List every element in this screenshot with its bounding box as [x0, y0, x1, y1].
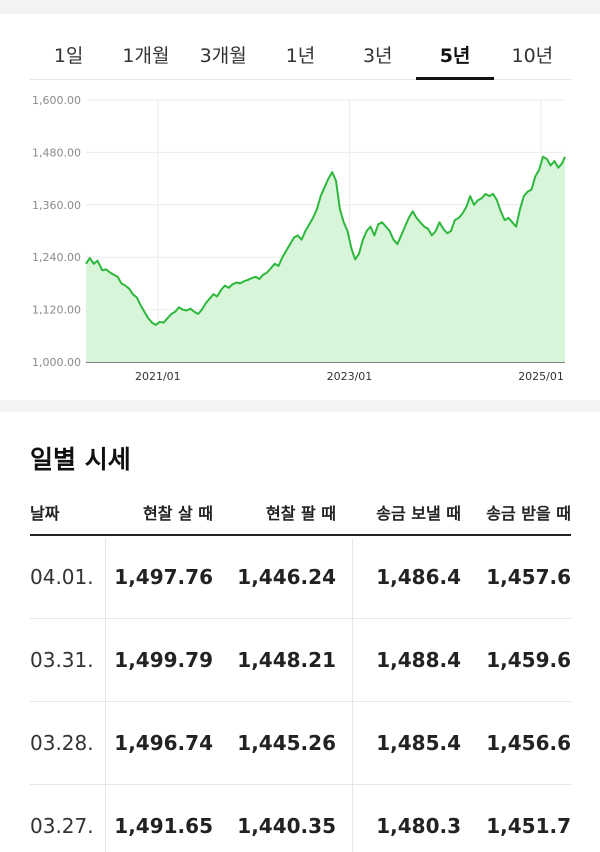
- tab-1m[interactable]: 1개월: [122, 45, 170, 67]
- x-tick-label: 2025/01: [518, 370, 564, 383]
- period-tabs: 1일 1개월 3개월 1년 3년 5년 10년: [30, 36, 571, 80]
- y-tick-label: 1,120.00: [32, 304, 81, 317]
- top-divider: [0, 0, 600, 14]
- cell-send: 1,488.4: [376, 648, 461, 672]
- chart-x-ticks: 2021/01 2023/01 2025/01: [135, 370, 564, 383]
- y-tick-label: 1,000.00: [32, 356, 81, 369]
- cell-receive: 1,457.6: [486, 565, 571, 589]
- y-tick-label: 1,240.00: [32, 251, 81, 264]
- header-cash-sell: 현찰 팔 때: [265, 504, 336, 523]
- cell-date: 03.27.: [30, 814, 94, 838]
- cell-date: 03.31.: [30, 648, 94, 672]
- chart-area-fill: [86, 156, 565, 362]
- tab-1y[interactable]: 1년: [285, 45, 316, 67]
- header-send: 송금 보낼 때: [376, 504, 461, 523]
- tab-3y[interactable]: 3년: [362, 45, 393, 67]
- cell-cash-sell: 1,446.24: [237, 565, 336, 589]
- x-tick-label: 2023/01: [327, 370, 373, 383]
- cell-cash-sell: 1,440.35: [237, 814, 336, 838]
- cell-cash-buy: 1,491.65: [114, 814, 213, 838]
- table-row: 04.01. 1,497.76 1,446.24 1,486.4 1,457.6: [30, 536, 571, 619]
- cell-cash-sell: 1,445.26: [237, 731, 336, 755]
- cell-receive: 1,456.6: [486, 731, 571, 755]
- header-date: 날짜: [30, 504, 60, 523]
- header-receive: 송금 받을 때: [486, 504, 571, 523]
- x-tick-label: 2021/01: [135, 370, 181, 383]
- table-header: 날짜 현찰 살 때 현찰 팔 때 송금 보낼 때 송금 받을 때: [30, 490, 571, 536]
- exchange-rate-chart: 1,600.00 1,480.00 1,360.00 1,240.00 1,120.00…: [32, 94, 566, 383]
- y-tick-label: 1,600.00: [32, 94, 81, 107]
- table-row: 03.28. 1,496.74 1,445.26 1,485.4 1,456.6: [30, 702, 571, 785]
- cell-cash-buy: 1,497.76: [114, 565, 213, 589]
- y-tick-label: 1,480.00: [32, 146, 81, 159]
- header-cash-buy: 현찰 살 때: [142, 504, 213, 523]
- cell-date: 03.28.: [30, 731, 94, 755]
- chart-series-line: [85, 155, 566, 326]
- column-divider: [352, 538, 353, 852]
- tab-5y[interactable]: 5년: [416, 36, 494, 80]
- tab-10y[interactable]: 10년: [511, 45, 554, 67]
- table-row: 03.31. 1,499.79 1,448.21 1,488.4 1,459.6: [30, 619, 571, 702]
- cell-cash-buy: 1,496.74: [114, 731, 213, 755]
- tab-1d[interactable]: 1일: [53, 45, 84, 67]
- cell-receive: 1,459.6: [486, 648, 571, 672]
- cell-send: 1,486.4: [376, 565, 461, 589]
- table-row: 03.27. 1,491.65 1,440.35 1,480.3 1,451.7: [30, 785, 571, 852]
- chart-y-ticks: 1,600.00 1,480.00 1,360.00 1,240.00 1,120.00…: [32, 94, 81, 369]
- y-tick-label: 1,360.00: [32, 199, 81, 212]
- cell-date: 04.01.: [30, 565, 94, 589]
- column-divider: [105, 538, 106, 852]
- cell-cash-sell: 1,448.21: [237, 648, 336, 672]
- daily-rates-title: 일별 시세: [30, 445, 131, 474]
- section-divider: [0, 400, 600, 412]
- cell-cash-buy: 1,499.79: [114, 648, 213, 672]
- cell-send: 1,480.3: [376, 814, 461, 838]
- cell-send: 1,485.4: [376, 731, 461, 755]
- tab-3m[interactable]: 3개월: [199, 45, 247, 67]
- cell-receive: 1,451.7: [486, 814, 571, 838]
- daily-rates-table: 날짜 현찰 살 때 현찰 팔 때 송금 보낼 때 송금 받을 때 04.01. …: [30, 490, 571, 852]
